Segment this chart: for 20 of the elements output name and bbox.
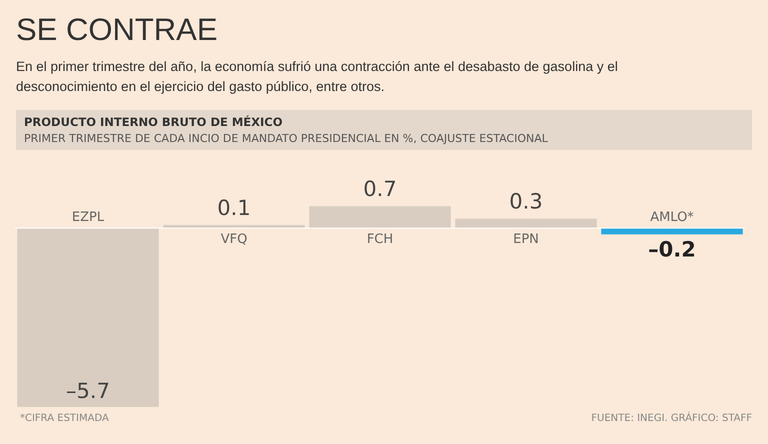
text: PRODUCTO INTERNO BRUTO DE MÉXICO — [24, 115, 283, 129]
x-tick-label: EZPL — [72, 210, 105, 226]
text: PRIMER TRIMESTRE DE CADA INCIO DE MANDATO PRESIDENCIAL EN %, COAJUSTE ESTACIONAL — [24, 132, 548, 145]
bar — [455, 218, 597, 228]
x-tick-label: AMLO* — [650, 210, 694, 226]
x-tick-label: EPN — [513, 232, 539, 248]
bar — [601, 228, 743, 234]
data-label: 0.3 — [509, 190, 543, 214]
text: *CIFRA ESTIMADA — [20, 413, 109, 424]
bar — [309, 206, 451, 228]
source-note: FUENTE: INEGI. GRÁFICO: STAFF — [591, 413, 752, 424]
chart-subtitle: En el primer trimestre del año, la economía sufrió una contracción ante el desabasto de gasolina y el desconocimiento en el ejercicio del gasto público, entre otros. — [16, 58, 619, 96]
data-label: 0.7 — [363, 177, 397, 202]
x-tick-label: VFQ — [220, 232, 248, 248]
data-label: 0.1 — [217, 196, 251, 220]
bar — [17, 228, 159, 407]
x-tick-label: FCH — [366, 232, 394, 248]
data-label: –0.2 — [648, 237, 696, 262]
data-label: –5.7 — [66, 378, 110, 403]
chart-title: SE CONTRAE — [16, 12, 218, 48]
